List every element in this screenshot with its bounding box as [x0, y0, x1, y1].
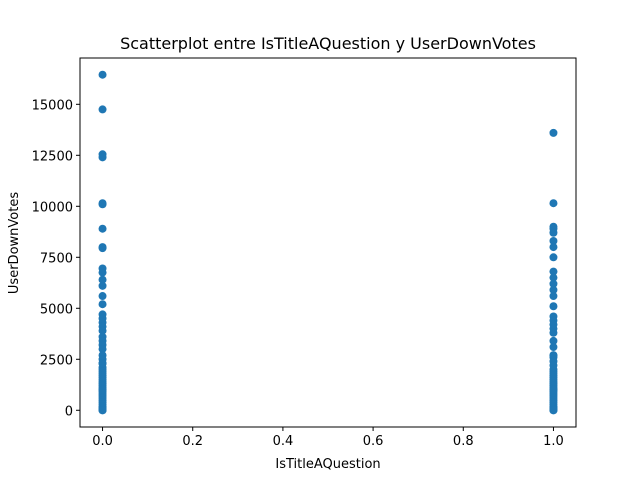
point	[549, 285, 558, 294]
plot-frame	[79, 57, 577, 428]
point	[98, 406, 107, 415]
x-tick-label: 1.0	[543, 434, 564, 449]
point	[98, 281, 107, 290]
point	[549, 343, 558, 352]
point	[98, 300, 107, 309]
point	[549, 292, 558, 301]
point	[98, 326, 107, 335]
x-tick-label: 0.8	[453, 434, 474, 449]
point	[98, 244, 107, 253]
point	[98, 345, 107, 354]
y-tick-label: 15000	[32, 98, 73, 113]
point	[549, 302, 558, 311]
x-tick-label: 0.4	[273, 434, 294, 449]
point	[549, 228, 558, 237]
point	[98, 359, 107, 368]
point	[549, 406, 558, 415]
point	[98, 224, 107, 233]
point	[549, 279, 558, 288]
point	[98, 70, 107, 79]
x-tick-label: 0.6	[363, 434, 384, 449]
y-tick-label: 12500	[32, 149, 73, 164]
point	[98, 268, 107, 277]
point	[98, 292, 107, 301]
y-axis-label: UserDownVotes	[7, 192, 22, 294]
x-tick-label: 0.0	[92, 434, 113, 449]
point	[98, 153, 107, 162]
y-tick-label: 7500	[40, 251, 73, 266]
y-tick-label: 10000	[32, 200, 73, 215]
point	[549, 128, 558, 137]
point	[549, 253, 558, 262]
point	[98, 200, 107, 209]
point	[98, 385, 107, 394]
point	[549, 273, 558, 282]
y-tick-label: 0	[65, 404, 73, 419]
point	[549, 351, 558, 360]
y-tick-label: 5000	[40, 302, 73, 317]
point	[549, 243, 558, 252]
point	[98, 105, 107, 114]
point	[98, 275, 107, 284]
x-axis-label: IsTitleAQuestion	[275, 457, 380, 472]
chart-title: Scatterplot entre IsTitleAQuestion y Use…	[120, 34, 536, 53]
point	[549, 385, 558, 394]
point	[549, 236, 558, 245]
x-tick-label: 0.2	[182, 434, 203, 449]
point	[549, 328, 558, 337]
point	[549, 267, 558, 276]
point	[549, 199, 558, 208]
y-tick-label: 2500	[40, 353, 73, 368]
point	[549, 336, 558, 345]
